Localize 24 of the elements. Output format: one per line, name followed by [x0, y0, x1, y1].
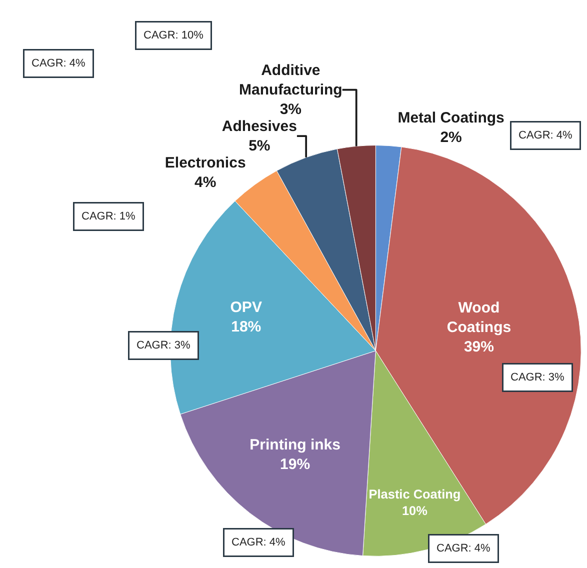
text: CAGR: 3%	[510, 372, 565, 384]
text: CAGR: 4%	[436, 542, 491, 554]
slice-label: Wood Coatings	[446, 300, 512, 336]
slice-label: OPV	[230, 299, 262, 316]
text: CAGR: 10%	[144, 30, 204, 42]
slice-label: Additive Manufacturing	[239, 62, 342, 98]
data-label: 10%	[402, 502, 428, 518]
slice-label: Metal Coatings	[398, 109, 504, 126]
data-label: 19%	[280, 456, 310, 473]
text: CAGR: 4%	[232, 536, 286, 548]
data-label: 3%	[280, 100, 302, 118]
text: CAGR: 4%	[518, 130, 573, 142]
slice-label: Plastic Coating	[368, 486, 461, 502]
text: CAGR: 1%	[82, 210, 136, 222]
data-label: 39%	[464, 338, 494, 356]
text: CAGR: 3%	[136, 340, 191, 352]
data-label: 5%	[248, 137, 270, 154]
text: CAGR: 4%	[32, 58, 86, 70]
slice-label: Printing inks	[250, 436, 340, 454]
data-label: 18%	[231, 318, 262, 336]
slice-label: Adhesives	[222, 118, 297, 135]
data-label: 4%	[194, 174, 216, 191]
slice-label: Electronics	[164, 154, 246, 172]
data-label: 2%	[440, 128, 462, 146]
